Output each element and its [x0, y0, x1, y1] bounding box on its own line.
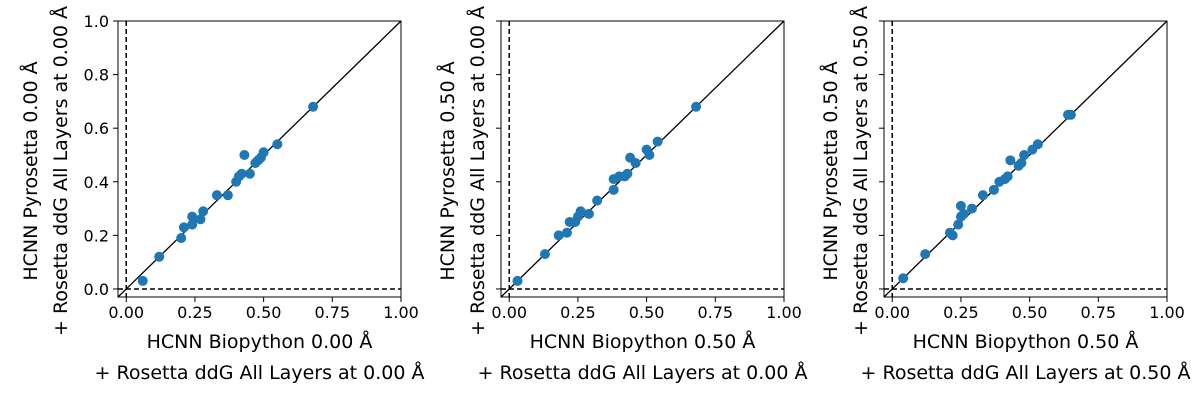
subplot-2-y-axis-label-line-1: HCNN Pyrosetta 0.50 Å	[436, 61, 459, 280]
subplot-1-x-axis-label-line-1: HCNN Biopython 0.00 Å	[147, 330, 373, 353]
subplot-3-point-19	[1032, 139, 1043, 150]
subplot-2-point-7	[575, 206, 586, 217]
subplot-3-point-4	[953, 219, 964, 230]
subplot-3-point-1	[920, 249, 931, 260]
subplot-3-point-14	[1005, 155, 1016, 166]
subplot-1-y-tick-label-5: 1.0	[84, 12, 109, 31]
subplot-1-point-18	[258, 147, 269, 158]
subplot-3-point-8	[966, 203, 977, 214]
subplot-1-point-13	[239, 149, 250, 160]
subplot-1-point-8	[211, 190, 222, 201]
subplot-1-point-0	[137, 275, 148, 286]
subplot-3-point-6	[955, 200, 966, 211]
subplot-1-x-tick-label-0: 0.00	[108, 303, 144, 322]
subplot-3-x-tick-label-0: 0.00	[874, 303, 910, 322]
subplot-1-point-5	[187, 211, 198, 222]
subplot-1-point-2	[176, 233, 187, 244]
subplot-1-axes-frame	[117, 20, 402, 298]
subplot-2-x-axis-label-line-1: HCNN Biopython 0.50 Å	[530, 330, 756, 353]
subplot-1-point-6	[195, 214, 206, 225]
subplot-3-x-tick-label-3: 0.75	[1080, 303, 1116, 322]
subplot-2-x-tick-label-4: 1.00	[766, 303, 802, 322]
subplot-1-point-9	[222, 190, 233, 201]
subplot-3-axes-frame	[883, 20, 1168, 298]
subplot-3-point-3	[947, 230, 958, 241]
subplot-1-y-tick-label-3: 0.6	[84, 119, 109, 138]
subplot-2-point-3	[561, 227, 572, 238]
subplot-2-x-tick-label-3: 0.75	[697, 303, 733, 322]
subplot-2-point-18	[644, 149, 655, 160]
subplot-1-point-12	[236, 168, 247, 179]
subplot-1-point-1	[154, 251, 165, 262]
subplot-2-x-tick-label-1: 0.25	[560, 303, 596, 322]
subplot-1-x-tick-label-4: 1.00	[383, 303, 419, 322]
subplot-1-x-tick-label-1: 0.25	[177, 303, 213, 322]
subplot-1-point-3	[178, 222, 189, 233]
subplot-2-point-16	[630, 158, 641, 169]
subplot-1-point-20	[308, 101, 319, 112]
subplot-3-y-axis-label-line-1: HCNN Pyrosetta 0.50 Å	[819, 61, 842, 280]
subplot-2-y-axis-label-line-2: + Rosetta ddG All Layers at 0.00 Å	[466, 6, 489, 336]
subplot-3-point-9	[977, 190, 988, 201]
subplot-3-x-tick-label-1: 0.25	[943, 303, 979, 322]
subplot-3: HCNN Biopython 0.50 Å + Rosetta ddG All …	[819, 6, 1190, 384]
subplot-2-point-2	[553, 230, 564, 241]
subplot-3-point-17	[1019, 149, 1030, 160]
subplot-2-point-9	[592, 195, 603, 206]
subplot-3-x-tick-label-4: 1.00	[1149, 303, 1185, 322]
subplot-2-point-14	[622, 168, 633, 179]
subplot-3-point-21	[1065, 109, 1076, 120]
subplot-3-y-axis-label-line-2: + Rosetta ddG All Layers at 0.50 Å	[849, 6, 872, 336]
subplot-2-point-20	[691, 101, 702, 112]
subplot-1-y-tick-label-0: 0.0	[84, 280, 109, 299]
subplot-2-point-10	[608, 184, 619, 195]
subplot-1-point-14	[244, 168, 255, 179]
subplot-1-y-tick-label-4: 0.8	[84, 66, 109, 85]
subplot-3-point-7	[958, 208, 969, 219]
subplot-2-point-19	[652, 136, 663, 147]
subplot-1: HCNN Biopython 0.00 Å + Rosetta ddG All …	[19, 6, 424, 384]
subplot-3-point-13	[1002, 171, 1013, 182]
subplot-2-axes-frame	[500, 20, 785, 298]
subplot-3-point-0	[898, 273, 909, 284]
subplot-1-y-axis-label-line-2: + Rosetta ddG All Layers at 0.00 Å	[49, 6, 72, 336]
subplot-2: HCNN Biopython 0.50 Å + Rosetta ddG All …	[436, 6, 807, 384]
subplot-2-x-tick-label-0: 0.00	[491, 303, 527, 322]
subplot-1-y-tick-label-1: 0.2	[84, 226, 109, 245]
subplot-1-point-4	[187, 219, 198, 230]
subplot-1-x-axis-label-line-2: + Rosetta ddG All Layers at 0.00 Å	[95, 361, 425, 384]
subplot-2-point-1	[539, 249, 550, 260]
subplot-1-y-tick-label-2: 0.4	[84, 173, 109, 192]
subplot-3-point-16	[1016, 158, 1027, 169]
subplot-1-x-tick-label-2: 0.50	[246, 303, 282, 322]
subplot-2-point-8	[583, 208, 594, 219]
subplot-1-y-axis-label-line-1: HCNN Pyrosetta 0.00 Å	[19, 61, 42, 280]
subplot-2-point-0	[512, 275, 523, 286]
subplot-3-point-10	[988, 184, 999, 195]
subplot-2-x-tick-label-2: 0.50	[629, 303, 665, 322]
subplot-1-point-7	[198, 206, 209, 217]
subplot-2-x-axis-label-line-2: + Rosetta ddG All Layers at 0.00 Å	[478, 361, 808, 384]
subplot-3-x-axis-label-line-2: + Rosetta ddG All Layers at 0.50 Å	[861, 361, 1191, 384]
subplot-3-x-tick-label-2: 0.50	[1012, 303, 1048, 322]
subplot-3-x-axis-label-line-1: HCNN Biopython 0.50 Å	[913, 330, 1139, 353]
subplot-1-point-19	[272, 139, 283, 150]
subplot-1-x-tick-label-3: 0.75	[314, 303, 350, 322]
